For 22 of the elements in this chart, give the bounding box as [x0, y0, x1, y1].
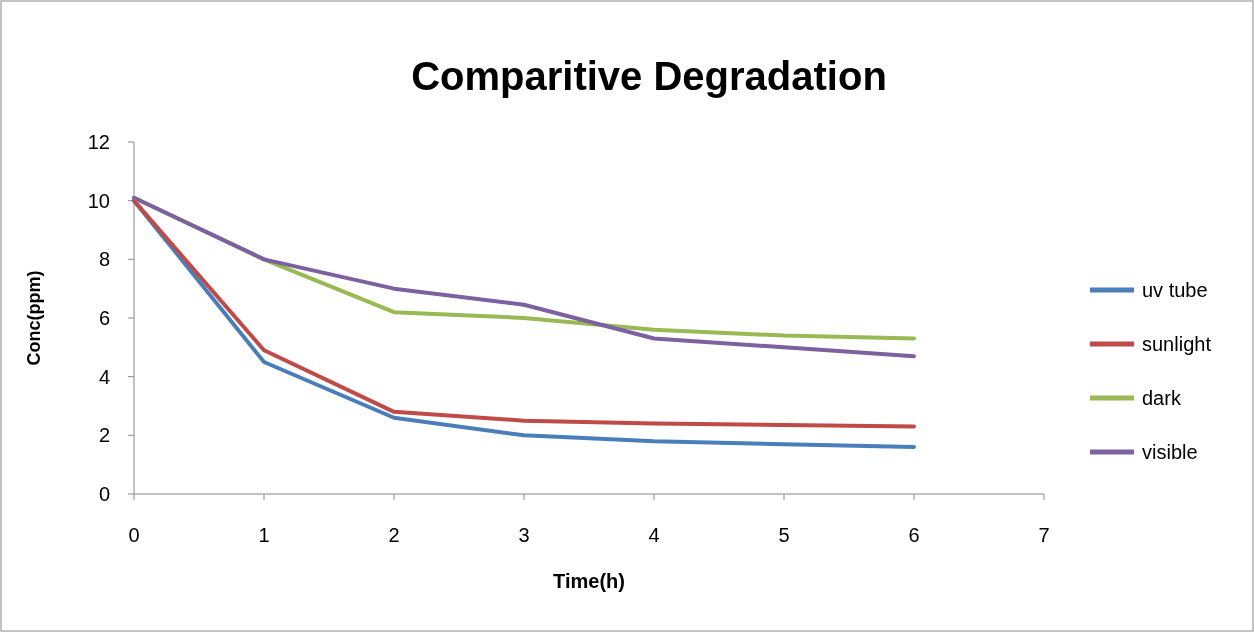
x-tick-label: 5	[778, 524, 790, 546]
y-tick-label: 6	[98, 307, 110, 329]
x-tick-label: 3	[518, 524, 530, 546]
legend-label: uv tube	[1142, 279, 1208, 301]
y-tick-label: 2	[98, 424, 110, 447]
x-tick-label: 7	[1038, 524, 1050, 546]
legend-label: visible	[1142, 441, 1198, 463]
y-tick-label: 0	[98, 483, 110, 505]
y-tick-label: 10	[87, 189, 110, 212]
y-tick-label: 12	[87, 131, 110, 153]
x-axis-title: Time(h)	[553, 570, 625, 592]
x-tick-label: 6	[908, 524, 920, 546]
x-tick-label: 4	[648, 524, 660, 546]
x-tick-label: 2	[388, 524, 400, 546]
x-tick-label: 1	[258, 524, 270, 546]
chart-title: Comparitive Degradation	[411, 54, 887, 98]
x-tick-label: 0	[128, 524, 140, 546]
y-tick-label: 4	[98, 365, 110, 388]
legend-label: sunlight	[1142, 333, 1212, 355]
y-axis-title: Conc(ppm)	[24, 270, 44, 366]
y-tick-label: 8	[98, 248, 110, 271]
legend-label: dark	[1142, 387, 1182, 409]
